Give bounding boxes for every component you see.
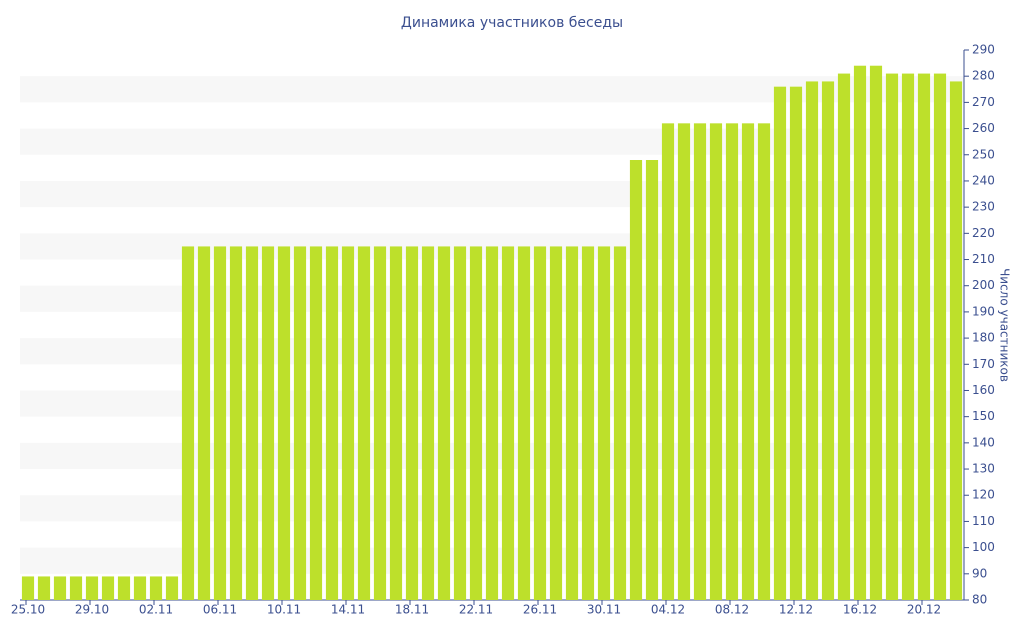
bar bbox=[533, 246, 547, 600]
bar bbox=[421, 246, 435, 600]
y-tick-label: 140 bbox=[972, 435, 995, 449]
bar bbox=[117, 576, 131, 600]
y-tick-label: 270 bbox=[972, 95, 995, 109]
chart-title: Динамика участников беседы bbox=[401, 15, 623, 31]
bar bbox=[805, 81, 819, 600]
bar bbox=[949, 81, 963, 600]
bar bbox=[261, 246, 275, 600]
x-tick-label: 02.11 bbox=[139, 603, 173, 617]
y-tick-label: 170 bbox=[972, 357, 995, 371]
bar bbox=[197, 246, 211, 600]
y-axis-label: Число участников bbox=[998, 268, 1012, 382]
y-tick-label: 220 bbox=[972, 226, 995, 240]
bar bbox=[821, 81, 835, 600]
bar bbox=[389, 246, 403, 600]
bar bbox=[757, 123, 771, 600]
bar bbox=[645, 160, 659, 600]
bar bbox=[869, 65, 883, 600]
bar bbox=[629, 160, 643, 600]
x-tick-label: 29.10 bbox=[75, 603, 109, 617]
y-tick-label: 280 bbox=[972, 69, 995, 83]
x-tick-label: 06.11 bbox=[203, 603, 237, 617]
bar bbox=[613, 246, 627, 600]
x-tick-label: 04.12 bbox=[651, 603, 685, 617]
y-tick-label: 180 bbox=[972, 331, 995, 345]
y-tick-label: 200 bbox=[972, 278, 995, 292]
bar bbox=[213, 246, 227, 600]
bar bbox=[325, 246, 339, 600]
x-tick-label: 08.12 bbox=[715, 603, 749, 617]
bar bbox=[373, 246, 387, 600]
bar bbox=[901, 73, 915, 601]
bar bbox=[677, 123, 691, 600]
y-tick-label: 110 bbox=[972, 514, 995, 528]
y-tick-label: 90 bbox=[972, 566, 987, 580]
bar bbox=[725, 123, 739, 600]
x-tick-label: 10.11 bbox=[267, 603, 301, 617]
bar bbox=[181, 246, 195, 600]
y-tick-label: 80 bbox=[972, 593, 987, 607]
bar bbox=[149, 576, 163, 600]
bar bbox=[53, 576, 67, 600]
y-tick-label: 120 bbox=[972, 488, 995, 502]
x-tick-label: 14.11 bbox=[331, 603, 365, 617]
bar bbox=[709, 123, 723, 600]
bar bbox=[309, 246, 323, 600]
y-tick-label: 160 bbox=[972, 383, 995, 397]
y-tick-label: 230 bbox=[972, 200, 995, 214]
bar bbox=[741, 123, 755, 600]
bar bbox=[597, 246, 611, 600]
bar bbox=[293, 246, 307, 600]
y-tick-label: 290 bbox=[972, 43, 995, 57]
y-tick-label: 130 bbox=[972, 462, 995, 476]
x-tick-label: 26.11 bbox=[523, 603, 557, 617]
x-tick-label: 18.11 bbox=[395, 603, 429, 617]
bar bbox=[437, 246, 451, 600]
bar bbox=[405, 246, 419, 600]
bar bbox=[341, 246, 355, 600]
bar bbox=[789, 86, 803, 600]
x-tick-label: 30.11 bbox=[587, 603, 621, 617]
bar bbox=[21, 576, 35, 600]
bar bbox=[773, 86, 787, 600]
bar bbox=[693, 123, 707, 600]
bar bbox=[133, 576, 147, 600]
y-tick-label: 100 bbox=[972, 540, 995, 554]
x-tick-label: 22.11 bbox=[459, 603, 493, 617]
bar bbox=[517, 246, 531, 600]
bar bbox=[549, 246, 563, 600]
x-tick-label: 25.10 bbox=[11, 603, 45, 617]
bar bbox=[853, 65, 867, 600]
bar bbox=[165, 576, 179, 600]
bar bbox=[661, 123, 675, 600]
bar bbox=[485, 246, 499, 600]
bar bbox=[885, 73, 899, 601]
bar bbox=[277, 246, 291, 600]
bar bbox=[933, 73, 947, 601]
bar bbox=[837, 73, 851, 601]
bar bbox=[85, 576, 99, 600]
y-tick-label: 150 bbox=[972, 409, 995, 423]
x-tick-label: 12.12 bbox=[779, 603, 813, 617]
y-tick-label: 240 bbox=[972, 173, 995, 187]
bar bbox=[357, 246, 371, 600]
bar bbox=[37, 576, 51, 600]
bar bbox=[245, 246, 259, 600]
bar bbox=[453, 246, 467, 600]
bar bbox=[229, 246, 243, 600]
bar bbox=[469, 246, 483, 600]
y-tick-label: 250 bbox=[972, 147, 995, 161]
y-tick-label: 260 bbox=[972, 121, 995, 135]
bar bbox=[501, 246, 515, 600]
y-tick-label: 210 bbox=[972, 252, 995, 266]
y-tick-label: 190 bbox=[972, 304, 995, 318]
bar bbox=[581, 246, 595, 600]
bar bbox=[101, 576, 115, 600]
bar bbox=[917, 73, 931, 601]
x-tick-label: 20.12 bbox=[907, 603, 941, 617]
bar bbox=[565, 246, 579, 600]
bar bbox=[69, 576, 83, 600]
x-tick-label: 16.12 bbox=[843, 603, 877, 617]
